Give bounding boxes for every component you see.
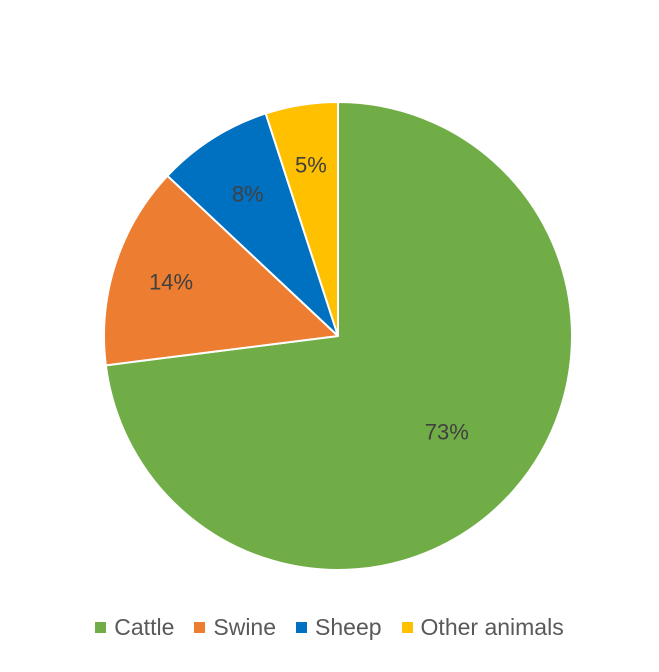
legend-label: Cattle: [114, 613, 175, 640]
pie-data-labels: 73% 14% 8% 5%: [149, 152, 469, 444]
legend-swatch: [401, 621, 413, 633]
legend-label: Sheep: [315, 613, 382, 640]
data-label-swine: 14%: [149, 269, 193, 294]
legend-swatch: [296, 621, 308, 633]
data-label-other-animals: 5%: [295, 152, 327, 177]
legend-item-cattle: Cattle: [95, 614, 174, 641]
legend-swatch: [95, 621, 107, 633]
chart-legend: Cattle Swine Sheep Other animals: [0, 612, 659, 642]
legend-item-other-animals: Other animals: [401, 613, 564, 641]
legend-item-swine: Swine: [194, 614, 276, 641]
pie-slice-other-animals: [264, 101, 339, 337]
legend-item-sheep: Sheep: [296, 614, 382, 641]
pie-slice-swine: [103, 174, 339, 367]
pie-slices: [103, 101, 574, 571]
pie-slice-sheep: [166, 112, 339, 337]
legend-label: Swine: [213, 613, 277, 640]
legend-label: Other animals: [420, 613, 564, 640]
data-label-cattle: 73%: [425, 419, 469, 444]
data-label-sheep: 8%: [232, 181, 264, 206]
legend-swatch: [194, 621, 206, 633]
pie-chart: 73% 14% 8% 5%: [103, 101, 574, 571]
